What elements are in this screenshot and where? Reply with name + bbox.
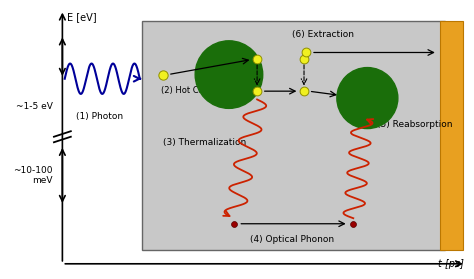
Point [300, 57, 308, 62]
Point [349, 222, 357, 226]
Point [159, 72, 167, 77]
Bar [440, 21, 463, 250]
Text: E [eV]: E [eV] [67, 13, 97, 22]
Point [253, 57, 261, 62]
Text: (3) Thermalization: (3) Thermalization [163, 138, 246, 147]
Point [230, 222, 237, 226]
Text: ~10-100
meV: ~10-100 meV [13, 166, 53, 185]
Text: (5) Reabsorption: (5) Reabsorption [377, 120, 452, 129]
Bar [142, 21, 445, 250]
Point [253, 89, 261, 93]
Point [302, 50, 310, 55]
Ellipse shape [337, 68, 398, 129]
Text: (1) Photon: (1) Photon [76, 112, 124, 121]
Text: ~1-5 eV: ~1-5 eV [16, 102, 53, 111]
Point [300, 89, 308, 93]
Text: (4) Optical Phonon: (4) Optical Phonon [250, 235, 334, 244]
Ellipse shape [195, 41, 263, 108]
Text: (6) Extraction: (6) Extraction [292, 30, 354, 39]
Text: (2) Hot Carrier: (2) Hot Carrier [161, 86, 222, 95]
Text: t [ps]: t [ps] [438, 259, 464, 269]
